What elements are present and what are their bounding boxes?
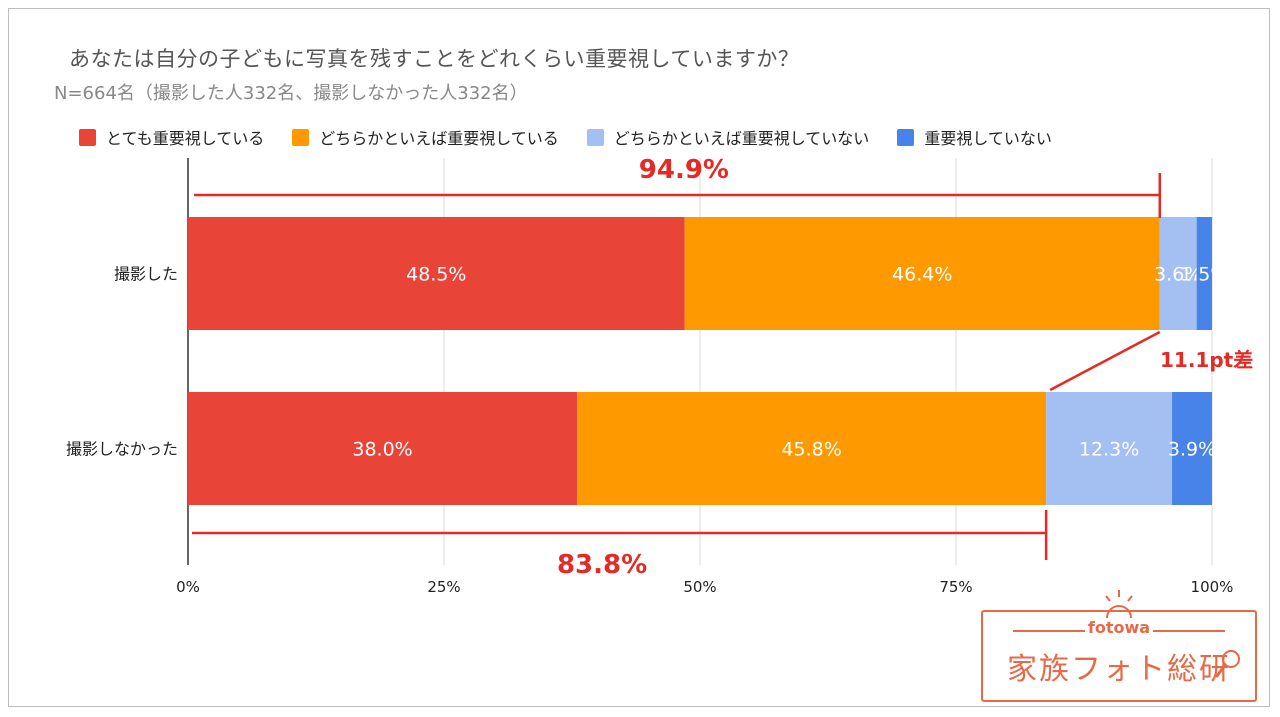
chart-title: あなたは自分の子どもに写真を残すことをどれくらい重要視していますか？	[69, 47, 800, 71]
chart-frame: あなたは自分の子どもに写真を残すことをどれくらい重要視していますか？ N=664…	[8, 8, 1270, 707]
bar-segment	[1196, 217, 1212, 330]
top-bracket-label: 94.9%	[639, 155, 729, 185]
legend-swatch	[292, 128, 310, 146]
bar-segment	[1046, 392, 1173, 505]
category-label: 撮影しなかった	[66, 440, 178, 459]
legend: とても重要視している どちらかといえば重要視している どちらかといえば重要視していな…	[79, 125, 1080, 149]
bar-segment	[1172, 392, 1212, 505]
logo-main-text: 家族フォト総研	[1007, 652, 1231, 687]
legend-label: どちらかといえば重要視している	[319, 129, 559, 148]
difference-line	[1049, 330, 1161, 392]
bar-segment	[188, 217, 685, 330]
x-tick-label: 75%	[939, 578, 972, 596]
data-label: 3.6%	[1154, 264, 1202, 286]
fotowa-logo: fotowa 家族フォト総研	[981, 590, 1257, 702]
data-label: 12.3%	[1079, 439, 1139, 461]
legend-label: どちらかといえば重要視していない	[613, 129, 870, 148]
data-label: 3.9%	[1168, 439, 1216, 461]
legend-swatch	[586, 128, 604, 146]
data-label: 45.8%	[781, 439, 841, 461]
magnifier-icon	[1215, 650, 1240, 678]
x-tick-label: 0%	[176, 578, 200, 596]
legend-label: とても重要視している	[106, 129, 265, 148]
chart-subtitle: N=664名（撮影した人332名、撮影しなかった人332名）	[54, 83, 528, 104]
x-tick-label: 50%	[683, 578, 716, 596]
bottom-bracket-label: 83.8%	[557, 550, 647, 580]
legend-label: 重要視していない	[924, 129, 1052, 148]
category-label: 撮影した	[114, 265, 178, 284]
x-tick-label: 25%	[427, 578, 460, 596]
legend-item: どちらかといえば重要視している	[292, 125, 559, 149]
legend-item: どちらかといえば重要視していない	[586, 125, 870, 149]
sun-icon	[1105, 590, 1133, 618]
data-label: 38.0%	[352, 439, 412, 461]
legend-swatch	[897, 128, 915, 146]
bar-segment	[577, 392, 1047, 505]
logo-line-left	[1013, 630, 1085, 632]
bar-segment	[1159, 217, 1197, 330]
difference-label: 11.1pt差	[1160, 348, 1253, 372]
logo-small-text: fotowa	[1087, 618, 1151, 637]
legend-item: 重要視していない	[897, 125, 1052, 149]
legend-item: とても重要視している	[79, 125, 264, 149]
data-label: 48.5%	[406, 264, 466, 286]
legend-swatch	[79, 128, 96, 146]
logo-line-right	[1153, 630, 1225, 632]
bar-segment	[188, 392, 578, 505]
x-tick-label: 100%	[1191, 578, 1234, 596]
bar-segment	[684, 217, 1160, 330]
data-label: 46.4%	[892, 264, 952, 286]
logo-box	[981, 610, 1257, 702]
data-label: 1.5%	[1180, 264, 1228, 286]
